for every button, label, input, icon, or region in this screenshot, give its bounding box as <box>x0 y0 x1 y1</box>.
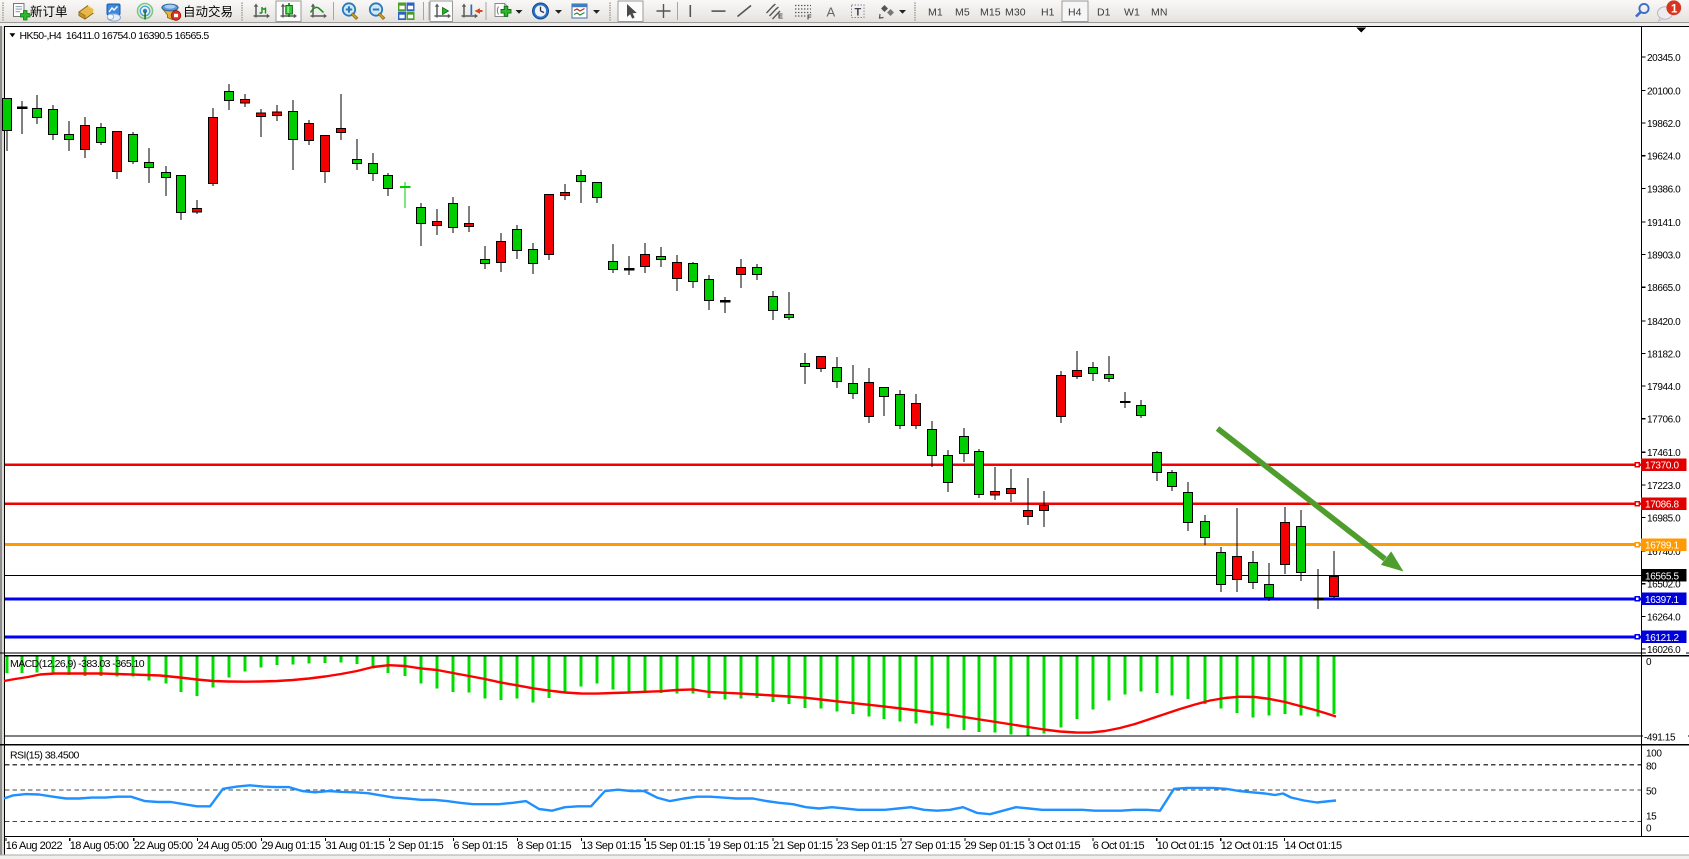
svg-text:80: 80 <box>1646 762 1657 773</box>
svg-text:W1: W1 <box>1124 7 1140 19</box>
svg-text:21 Sep 01:15: 21 Sep 01:15 <box>773 840 833 852</box>
svg-text:RSI(15) 38.4500: RSI(15) 38.4500 <box>10 750 80 762</box>
svg-text:2 Sep 01:15: 2 Sep 01:15 <box>389 840 443 852</box>
svg-text:M30: M30 <box>1005 7 1026 19</box>
svg-text:29 Sep 01:15: 29 Sep 01:15 <box>965 840 1025 852</box>
svg-text:24 Aug 05:00: 24 Aug 05:00 <box>198 840 257 852</box>
svg-text:13 Sep 01:15: 13 Sep 01:15 <box>581 840 641 852</box>
svg-text:12 Oct 01:15: 12 Oct 01:15 <box>1221 840 1278 852</box>
svg-text:15: 15 <box>1646 812 1657 823</box>
svg-text:20345.0: 20345.0 <box>1647 53 1681 64</box>
svg-text:18665.0: 18665.0 <box>1647 283 1681 294</box>
svg-text:18 Aug 05:00: 18 Aug 05:00 <box>70 840 129 852</box>
svg-text:100: 100 <box>1646 749 1662 760</box>
svg-text:17706.0: 17706.0 <box>1647 415 1681 426</box>
svg-text:31 Aug 01:15: 31 Aug 01:15 <box>326 840 385 852</box>
svg-text:29 Aug 01:15: 29 Aug 01:15 <box>262 840 321 852</box>
svg-text:18182.0: 18182.0 <box>1647 349 1681 360</box>
svg-text:自动交易: 自动交易 <box>183 4 233 19</box>
svg-text:M1: M1 <box>928 7 943 19</box>
svg-text:19862.0: 19862.0 <box>1647 119 1681 130</box>
svg-text:-491.15: -491.15 <box>1644 733 1676 744</box>
svg-text:MACD(12,26,9) -383.03 -365.10: MACD(12,26,9) -383.03 -365.10 <box>10 658 145 670</box>
svg-text:16740.0: 16740.0 <box>1647 547 1681 558</box>
svg-text:19624.0: 19624.0 <box>1647 152 1681 163</box>
svg-text:14 Oct 01:15: 14 Oct 01:15 <box>1285 840 1342 852</box>
svg-text:18903.0: 18903.0 <box>1647 251 1681 262</box>
svg-text:19386.0: 19386.0 <box>1647 184 1681 195</box>
svg-text:3 Oct 01:15: 3 Oct 01:15 <box>1029 840 1081 852</box>
svg-text:M5: M5 <box>955 7 970 19</box>
svg-text:E: E <box>778 12 783 21</box>
svg-text:50: 50 <box>1646 787 1657 798</box>
svg-text:17461.0: 17461.0 <box>1647 448 1681 459</box>
svg-text:16026.0: 16026.0 <box>1647 645 1681 656</box>
svg-text:MN: MN <box>1151 7 1168 19</box>
svg-text:15 Sep 01:15: 15 Sep 01:15 <box>645 840 705 852</box>
svg-text:16397.1: 16397.1 <box>1645 595 1679 606</box>
svg-text:16 Aug 2022: 16 Aug 2022 <box>6 840 63 852</box>
svg-text:19 Sep 01:15: 19 Sep 01:15 <box>709 840 769 852</box>
svg-text:17944.0: 17944.0 <box>1647 382 1681 393</box>
svg-text:6 Oct 01:15: 6 Oct 01:15 <box>1093 840 1145 852</box>
svg-text:19141.0: 19141.0 <box>1647 218 1681 229</box>
svg-text:17370.0: 17370.0 <box>1645 461 1679 472</box>
svg-text:23 Sep 01:15: 23 Sep 01:15 <box>837 840 897 852</box>
svg-text:6 Sep 01:15: 6 Sep 01:15 <box>453 840 507 852</box>
svg-text:16789.1: 16789.1 <box>1645 541 1679 552</box>
svg-text:T: T <box>855 7 862 19</box>
svg-text:16985.0: 16985.0 <box>1647 514 1681 525</box>
svg-text:A: A <box>827 5 836 20</box>
svg-text:8 Sep 01:15: 8 Sep 01:15 <box>517 840 571 852</box>
svg-text:HK50-,H4 16411.0 16754.0 1639: HK50-,H4 16411.0 16754.0 16390.5 16565.5 <box>20 30 210 42</box>
svg-text:17086.8: 17086.8 <box>1645 500 1679 511</box>
svg-text:新订单: 新订单 <box>30 4 68 19</box>
svg-text:10 Oct 01:15: 10 Oct 01:15 <box>1157 840 1214 852</box>
svg-text:16264.0: 16264.0 <box>1647 612 1681 623</box>
svg-text:M15: M15 <box>980 7 1001 19</box>
svg-text:H4: H4 <box>1068 7 1082 19</box>
svg-text:16502.0: 16502.0 <box>1647 580 1681 591</box>
svg-text:0: 0 <box>1646 657 1652 668</box>
svg-text:17223.0: 17223.0 <box>1647 481 1681 492</box>
svg-text:0: 0 <box>1646 824 1652 835</box>
svg-text:1: 1 <box>1671 3 1678 15</box>
svg-text:20100.0: 20100.0 <box>1647 87 1681 98</box>
svg-text:16121.2: 16121.2 <box>1645 633 1679 644</box>
svg-text:27 Sep 01:15: 27 Sep 01:15 <box>901 840 961 852</box>
svg-text:18420.0: 18420.0 <box>1647 317 1681 328</box>
svg-text:16565.5: 16565.5 <box>1645 571 1679 582</box>
svg-text:22 Aug 05:00: 22 Aug 05:00 <box>134 840 193 852</box>
svg-text:H1: H1 <box>1041 7 1055 19</box>
svg-text:D1: D1 <box>1097 7 1111 19</box>
svg-text:F: F <box>807 13 812 22</box>
